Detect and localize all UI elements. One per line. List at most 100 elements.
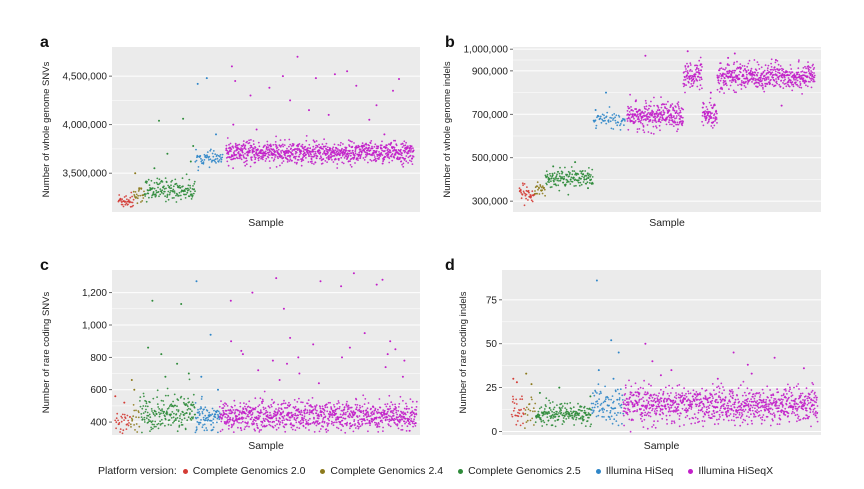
data-point	[767, 76, 770, 78]
data-point	[658, 405, 661, 408]
data-point	[790, 71, 792, 73]
data-point	[578, 414, 580, 416]
data-point	[164, 394, 167, 397]
data-point	[724, 407, 727, 410]
data-point	[721, 392, 724, 395]
data-point	[296, 408, 298, 411]
data-point	[320, 146, 322, 148]
data-point	[131, 205, 133, 208]
data-point	[663, 113, 665, 116]
data-point	[206, 155, 209, 158]
data-point	[405, 155, 408, 157]
data-point	[404, 422, 406, 425]
data-point	[782, 87, 785, 89]
data-point	[382, 409, 385, 411]
data-point	[398, 421, 401, 424]
data-point	[371, 413, 373, 416]
data-point	[599, 115, 602, 118]
data-point	[148, 196, 150, 199]
data-point	[693, 413, 696, 415]
data-point	[561, 423, 564, 425]
data-point	[681, 122, 684, 125]
data-point	[222, 403, 225, 406]
data-point	[303, 412, 306, 415]
series-complete-genomics-2-4	[524, 372, 537, 429]
data-point	[184, 197, 187, 199]
data-point	[594, 403, 597, 406]
panel-letter: a	[40, 34, 49, 51]
data-point	[166, 194, 169, 197]
data-point	[378, 156, 380, 159]
data-point	[752, 71, 754, 74]
data-point	[668, 409, 671, 411]
data-point	[295, 414, 298, 417]
data-point	[538, 407, 541, 410]
data-point	[396, 424, 399, 427]
data-point	[401, 425, 403, 427]
data-point	[671, 116, 673, 119]
data-point	[179, 417, 181, 420]
data-point	[346, 423, 348, 425]
data-point	[627, 116, 630, 119]
data-point	[672, 125, 675, 127]
data-point	[231, 145, 234, 148]
outlier-point	[699, 63, 702, 66]
data-point	[209, 158, 212, 161]
data-point	[269, 411, 271, 414]
y-tick-label: 1,000,000	[464, 45, 509, 56]
data-point	[181, 424, 184, 426]
data-point	[592, 402, 595, 405]
data-point	[239, 427, 242, 430]
data-point	[383, 158, 386, 161]
data-point	[652, 400, 654, 403]
series-complete-genomics-2-0	[114, 395, 132, 435]
data-point	[155, 189, 158, 192]
data-point	[219, 430, 222, 433]
data-point	[543, 186, 545, 189]
data-point	[321, 153, 324, 155]
data-point	[315, 157, 318, 160]
data-point	[605, 419, 608, 421]
data-point	[306, 402, 309, 405]
data-point	[582, 181, 585, 183]
data-point	[361, 150, 363, 152]
data-point	[192, 416, 195, 418]
data-point	[200, 160, 203, 163]
data-point	[155, 425, 157, 428]
data-point	[650, 399, 653, 402]
data-point	[632, 110, 634, 112]
data-point	[649, 411, 651, 414]
data-point	[142, 405, 145, 407]
data-point	[798, 86, 801, 89]
data-point	[672, 107, 675, 110]
data-point	[728, 71, 731, 74]
series-complete-genomics-2-5	[544, 161, 594, 196]
data-point	[362, 157, 365, 159]
data-point	[301, 157, 304, 160]
data-point	[534, 402, 537, 405]
data-point	[666, 116, 669, 119]
data-point	[415, 422, 417, 424]
data-point	[343, 157, 346, 159]
outlier-point	[375, 104, 378, 107]
data-point	[317, 420, 319, 422]
data-point	[390, 416, 393, 418]
data-point	[154, 420, 157, 423]
data-point	[364, 156, 367, 159]
data-point	[245, 408, 248, 411]
data-point	[298, 155, 301, 158]
data-point	[378, 425, 381, 428]
data-point	[163, 404, 165, 406]
data-point	[247, 154, 249, 157]
data-point	[142, 412, 145, 414]
data-point	[262, 406, 265, 409]
data-point	[729, 79, 731, 82]
data-point	[281, 143, 284, 146]
data-point	[200, 419, 202, 421]
data-point	[687, 392, 690, 395]
data-point	[126, 414, 129, 417]
data-point	[362, 415, 365, 417]
data-point	[712, 415, 715, 418]
data-point	[718, 418, 720, 421]
